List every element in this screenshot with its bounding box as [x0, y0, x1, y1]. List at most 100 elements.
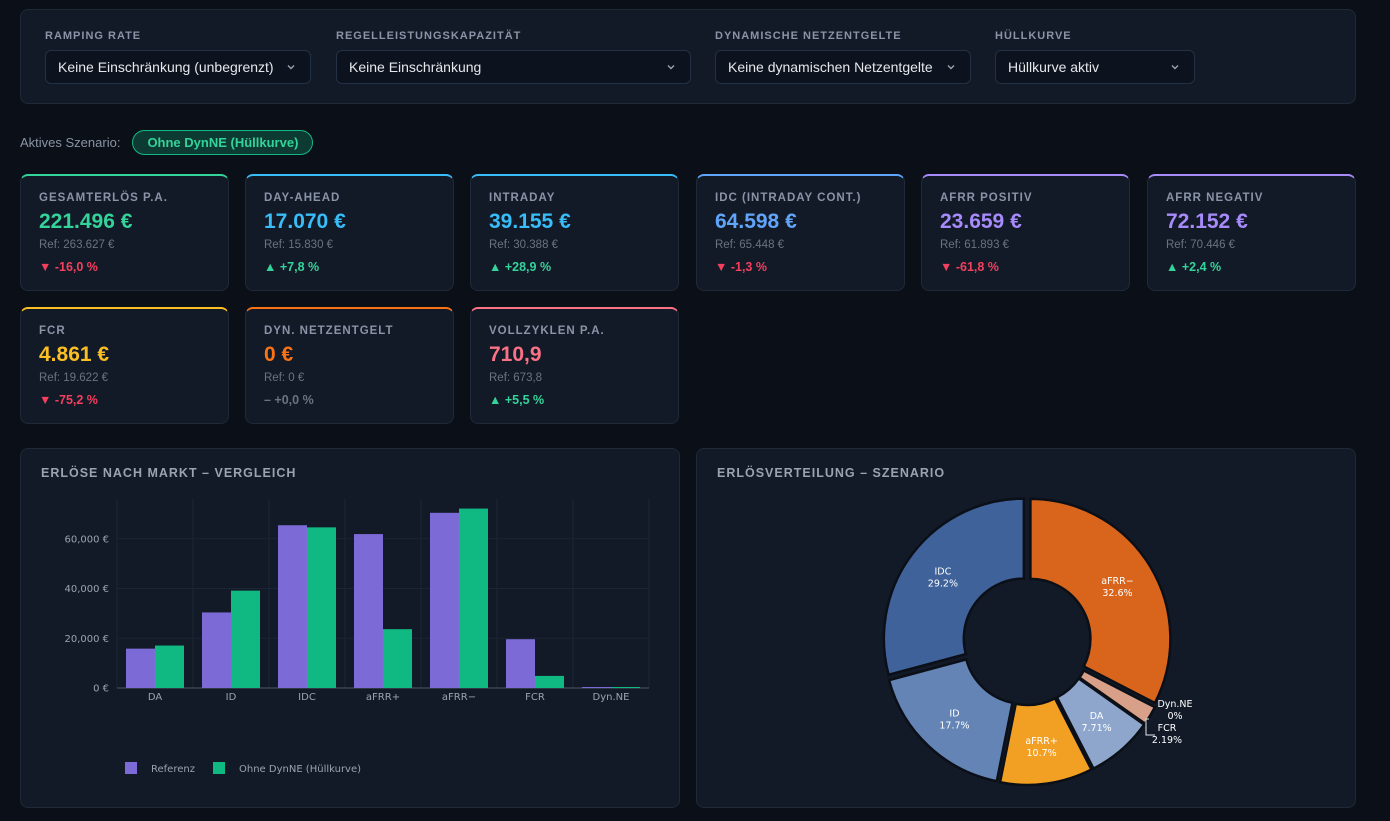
legend-swatch[interactable]	[125, 762, 137, 774]
y-tick-label: 0 €	[93, 684, 109, 695]
kpi-label: DAY-AHEAD	[264, 192, 435, 204]
kpi-ref: Ref: 673,8	[489, 372, 660, 384]
x-tick-label: aFRR+	[366, 692, 400, 703]
kpi-value: 23.659 €	[940, 210, 1111, 234]
kpi-ref: Ref: 65.448 €	[715, 239, 886, 251]
regelleistung-select[interactable]: Keine Einschränkung	[336, 50, 691, 84]
huellkurve-select[interactable]: Hüllkurve aktiv	[995, 50, 1195, 84]
select-value: Hüllkurve aktiv	[1008, 59, 1099, 75]
pie-label-pct: 10.7%	[1026, 748, 1056, 759]
filter-netzentgelte: DYNAMISCHE NETZENTGELTE Keine dynamische…	[715, 30, 971, 84]
pie-label-pct: 2.19%	[1152, 735, 1182, 746]
bar-referenz[interactable]	[430, 513, 459, 688]
kpi-ref: Ref: 70.446 €	[1166, 239, 1337, 251]
bar-szenario[interactable]	[459, 509, 488, 688]
x-tick-label: Dyn.NE	[593, 692, 630, 703]
kpi-value: 39.155 €	[489, 210, 660, 234]
kpi-value: 64.598 €	[715, 210, 886, 234]
kpi-ref: Ref: 19.622 €	[39, 372, 210, 384]
kpi-card: GESAMTERLÖS P.A. 221.496 € Ref: 263.627 € ▼…	[20, 174, 229, 291]
kpi-card: DAY-AHEAD 17.070 € Ref: 15.830 € ▲ +7,8 %	[245, 174, 454, 291]
pie-slice[interactable]	[1030, 499, 1170, 703]
bar-szenario[interactable]	[231, 591, 260, 688]
pie-label-pct: 0%	[1167, 711, 1182, 722]
x-tick-label: FCR	[525, 692, 545, 703]
bar-szenario[interactable]	[155, 646, 184, 688]
select-value: Keine Einschränkung (unbegrenzt)	[58, 59, 274, 75]
x-tick-label: ID	[226, 692, 237, 703]
bar-referenz[interactable]	[506, 639, 535, 688]
bar-referenz[interactable]	[582, 687, 611, 688]
kpi-label: DYN. NETZENTGELT	[264, 325, 435, 337]
kpi-label: GESAMTERLÖS P.A.	[39, 192, 210, 204]
bar-szenario[interactable]	[307, 527, 336, 688]
bar-referenz[interactable]	[126, 649, 155, 688]
kpi-delta: ▼ -61,8 %	[940, 260, 1111, 274]
pie-label-name: aFRR+	[1025, 736, 1057, 747]
y-tick-label: 20,000 €	[64, 634, 109, 645]
kpi-label: INTRADAY	[489, 192, 660, 204]
kpi-ref: Ref: 263.627 €	[39, 239, 210, 251]
netzentgelte-select[interactable]: Keine dynamischen Netzentgelte	[715, 50, 971, 84]
ramping-rate-select[interactable]: Keine Einschränkung (unbegrenzt)	[45, 50, 311, 84]
kpi-label: AFRR POSITIV	[940, 192, 1111, 204]
kpi-label: AFRR NEGATIV	[1166, 192, 1337, 204]
kpi-delta: – +0,0 %	[264, 393, 435, 407]
filter-label: RAMPING RATE	[45, 30, 311, 45]
bar-referenz[interactable]	[278, 525, 307, 688]
pie-label-pct: 32.6%	[1102, 588, 1132, 599]
kpi-delta: ▼ -16,0 %	[39, 260, 210, 274]
x-tick-label: IDC	[298, 692, 316, 703]
kpi-label: FCR	[39, 325, 210, 337]
filter-ramping-rate: RAMPING RATE Keine Einschränkung (unbegr…	[45, 30, 311, 84]
bar-szenario[interactable]	[535, 676, 564, 688]
kpi-label: IDC (INTRADAY CONT.)	[715, 192, 886, 204]
filter-label: HÜLLKURVE	[995, 30, 1195, 45]
bar-chart-panel: ERLÖSE NACH MARKT – VERGLEICH 0 €20,000 …	[20, 448, 680, 808]
kpi-delta: ▲ +2,4 %	[1166, 260, 1337, 274]
bar-szenario[interactable]	[383, 629, 412, 688]
pie-label-pct: 7.71%	[1081, 723, 1111, 734]
kpi-card: IDC (INTRADAY CONT.) 64.598 € Ref: 65.448 …	[696, 174, 905, 291]
kpi-card: INTRADAY 39.155 € Ref: 30.388 € ▲ +28,9 %	[470, 174, 679, 291]
kpi-label: VOLLZYKLEN P.A.	[489, 325, 660, 337]
y-tick-label: 40,000 €	[64, 584, 109, 595]
kpi-ref: Ref: 15.830 €	[264, 239, 435, 251]
bar-szenario[interactable]	[611, 687, 640, 688]
kpi-card: VOLLZYKLEN P.A. 710,9 Ref: 673,8 ▲ +5,5 %	[470, 307, 679, 424]
scenario-badge: Ohne DynNE (Hüllkurve)	[132, 130, 313, 155]
pie-label-name: Dyn.NE	[1157, 699, 1192, 710]
kpi-card: FCR 4.861 € Ref: 19.622 € ▼ -75,2 %	[20, 307, 229, 424]
kpi-delta: ▲ +28,9 %	[489, 260, 660, 274]
kpi-delta: ▼ -1,3 %	[715, 260, 886, 274]
bar-referenz[interactable]	[202, 612, 231, 688]
chevron-down-icon	[944, 60, 958, 74]
kpi-value: 17.070 €	[264, 210, 435, 234]
kpi-value: 710,9	[489, 343, 660, 367]
select-value: Keine dynamischen Netzentgelte	[728, 59, 933, 75]
kpi-value: 221.496 €	[39, 210, 210, 234]
kpi-card: AFRR POSITIV 23.659 € Ref: 61.893 € ▼ -61,8…	[921, 174, 1130, 291]
kpi-value: 72.152 €	[1166, 210, 1337, 234]
pie-label: aFRR+10.7%	[1025, 736, 1057, 759]
chevron-down-icon	[284, 60, 298, 74]
legend-label: Ohne DynNE (Hüllkurve)	[239, 764, 361, 775]
bar-referenz[interactable]	[354, 534, 383, 688]
kpi-card: AFRR NEGATIV 72.152 € Ref: 70.446 € ▲ +2,4 …	[1147, 174, 1356, 291]
kpi-value: 4.861 €	[39, 343, 210, 367]
filter-label: DYNAMISCHE NETZENTGELTE	[715, 30, 971, 45]
kpi-ref: Ref: 0 €	[264, 372, 435, 384]
bar-chart: 0 € 20,000 € 40,000 € 60,000 € DA ID IDC aFRR+ a…	[21, 449, 679, 807]
kpi-ref: Ref: 61.893 €	[940, 239, 1111, 251]
legend-swatch[interactable]	[213, 762, 225, 774]
scenario-label: Aktives Szenario:	[20, 135, 120, 150]
filter-label: REGELLEISTUNGSKAPAZITÄT	[336, 30, 691, 45]
x-tick-label: aFRR−	[442, 692, 476, 703]
kpi-card: DYN. NETZENTGELT 0 € Ref: 0 € – +0,0 %	[245, 307, 454, 424]
x-tick-label: DA	[148, 692, 163, 703]
pie-label-name: ID	[949, 708, 959, 719]
pie-chart-panel: ERLÖSVERTEILUNG – SZENARIO aFRR− 32.6% DA 7…	[696, 448, 1356, 808]
kpi-delta: ▲ +5,5 %	[489, 393, 660, 407]
